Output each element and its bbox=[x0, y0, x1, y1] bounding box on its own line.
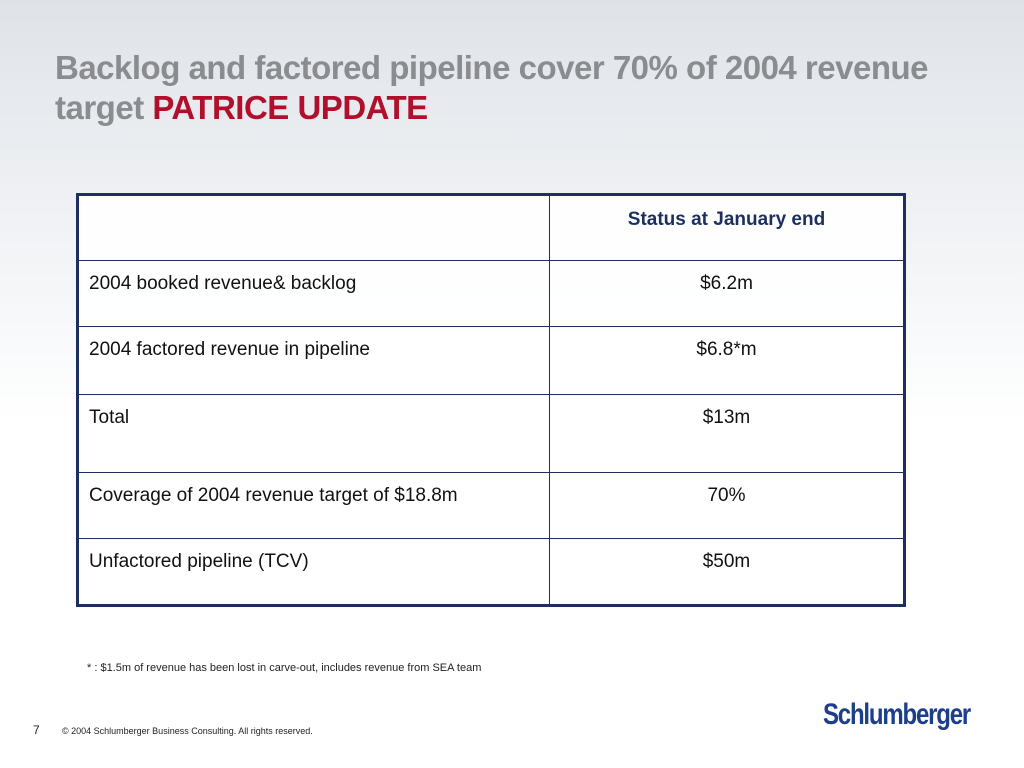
header-row: Status at January end bbox=[77, 194, 905, 261]
row-value: $50m bbox=[549, 538, 905, 606]
row-label: Total bbox=[77, 394, 550, 473]
row-value: $6.2m bbox=[549, 260, 905, 327]
title-text: Backlog and factored pipeline cover 70% … bbox=[55, 49, 929, 126]
table-row: 2004 factored revenue in pipeline $6.8*m bbox=[77, 326, 905, 395]
table-row: 2004 booked revenue& backlog $6.2m bbox=[77, 260, 905, 327]
row-label: Unfactored pipeline (TCV) bbox=[77, 538, 550, 606]
header-cell: Status at January end bbox=[549, 194, 905, 261]
table-row: Unfactored pipeline (TCV) $50m bbox=[77, 538, 905, 606]
row-label: Coverage of 2004 revenue target of $18.8… bbox=[77, 472, 550, 539]
table-row: Coverage of 2004 revenue target of $18.8… bbox=[77, 472, 905, 539]
row-label: 2004 factored revenue in pipeline bbox=[77, 326, 550, 395]
row-value: $13m bbox=[549, 394, 905, 473]
slide-title: Backlog and factored pipeline cover 70% … bbox=[55, 48, 935, 128]
status-table: Status at January end 2004 booked revenu… bbox=[76, 193, 906, 607]
row-label: 2004 booked revenue& backlog bbox=[77, 260, 550, 327]
page-number: 7 bbox=[33, 723, 40, 737]
copyright: © 2004 Schlumberger Business Consulting.… bbox=[62, 726, 313, 736]
header-cell bbox=[77, 194, 550, 261]
table-row: Total $13m bbox=[77, 394, 905, 473]
row-value: $6.8*m bbox=[549, 326, 905, 395]
title-highlight: PATRICE UPDATE bbox=[152, 89, 428, 126]
row-value: 70% bbox=[549, 472, 905, 539]
logo: Schlumberger bbox=[823, 698, 971, 731]
footnote: * : $1.5m of revenue has been lost in ca… bbox=[87, 662, 482, 674]
